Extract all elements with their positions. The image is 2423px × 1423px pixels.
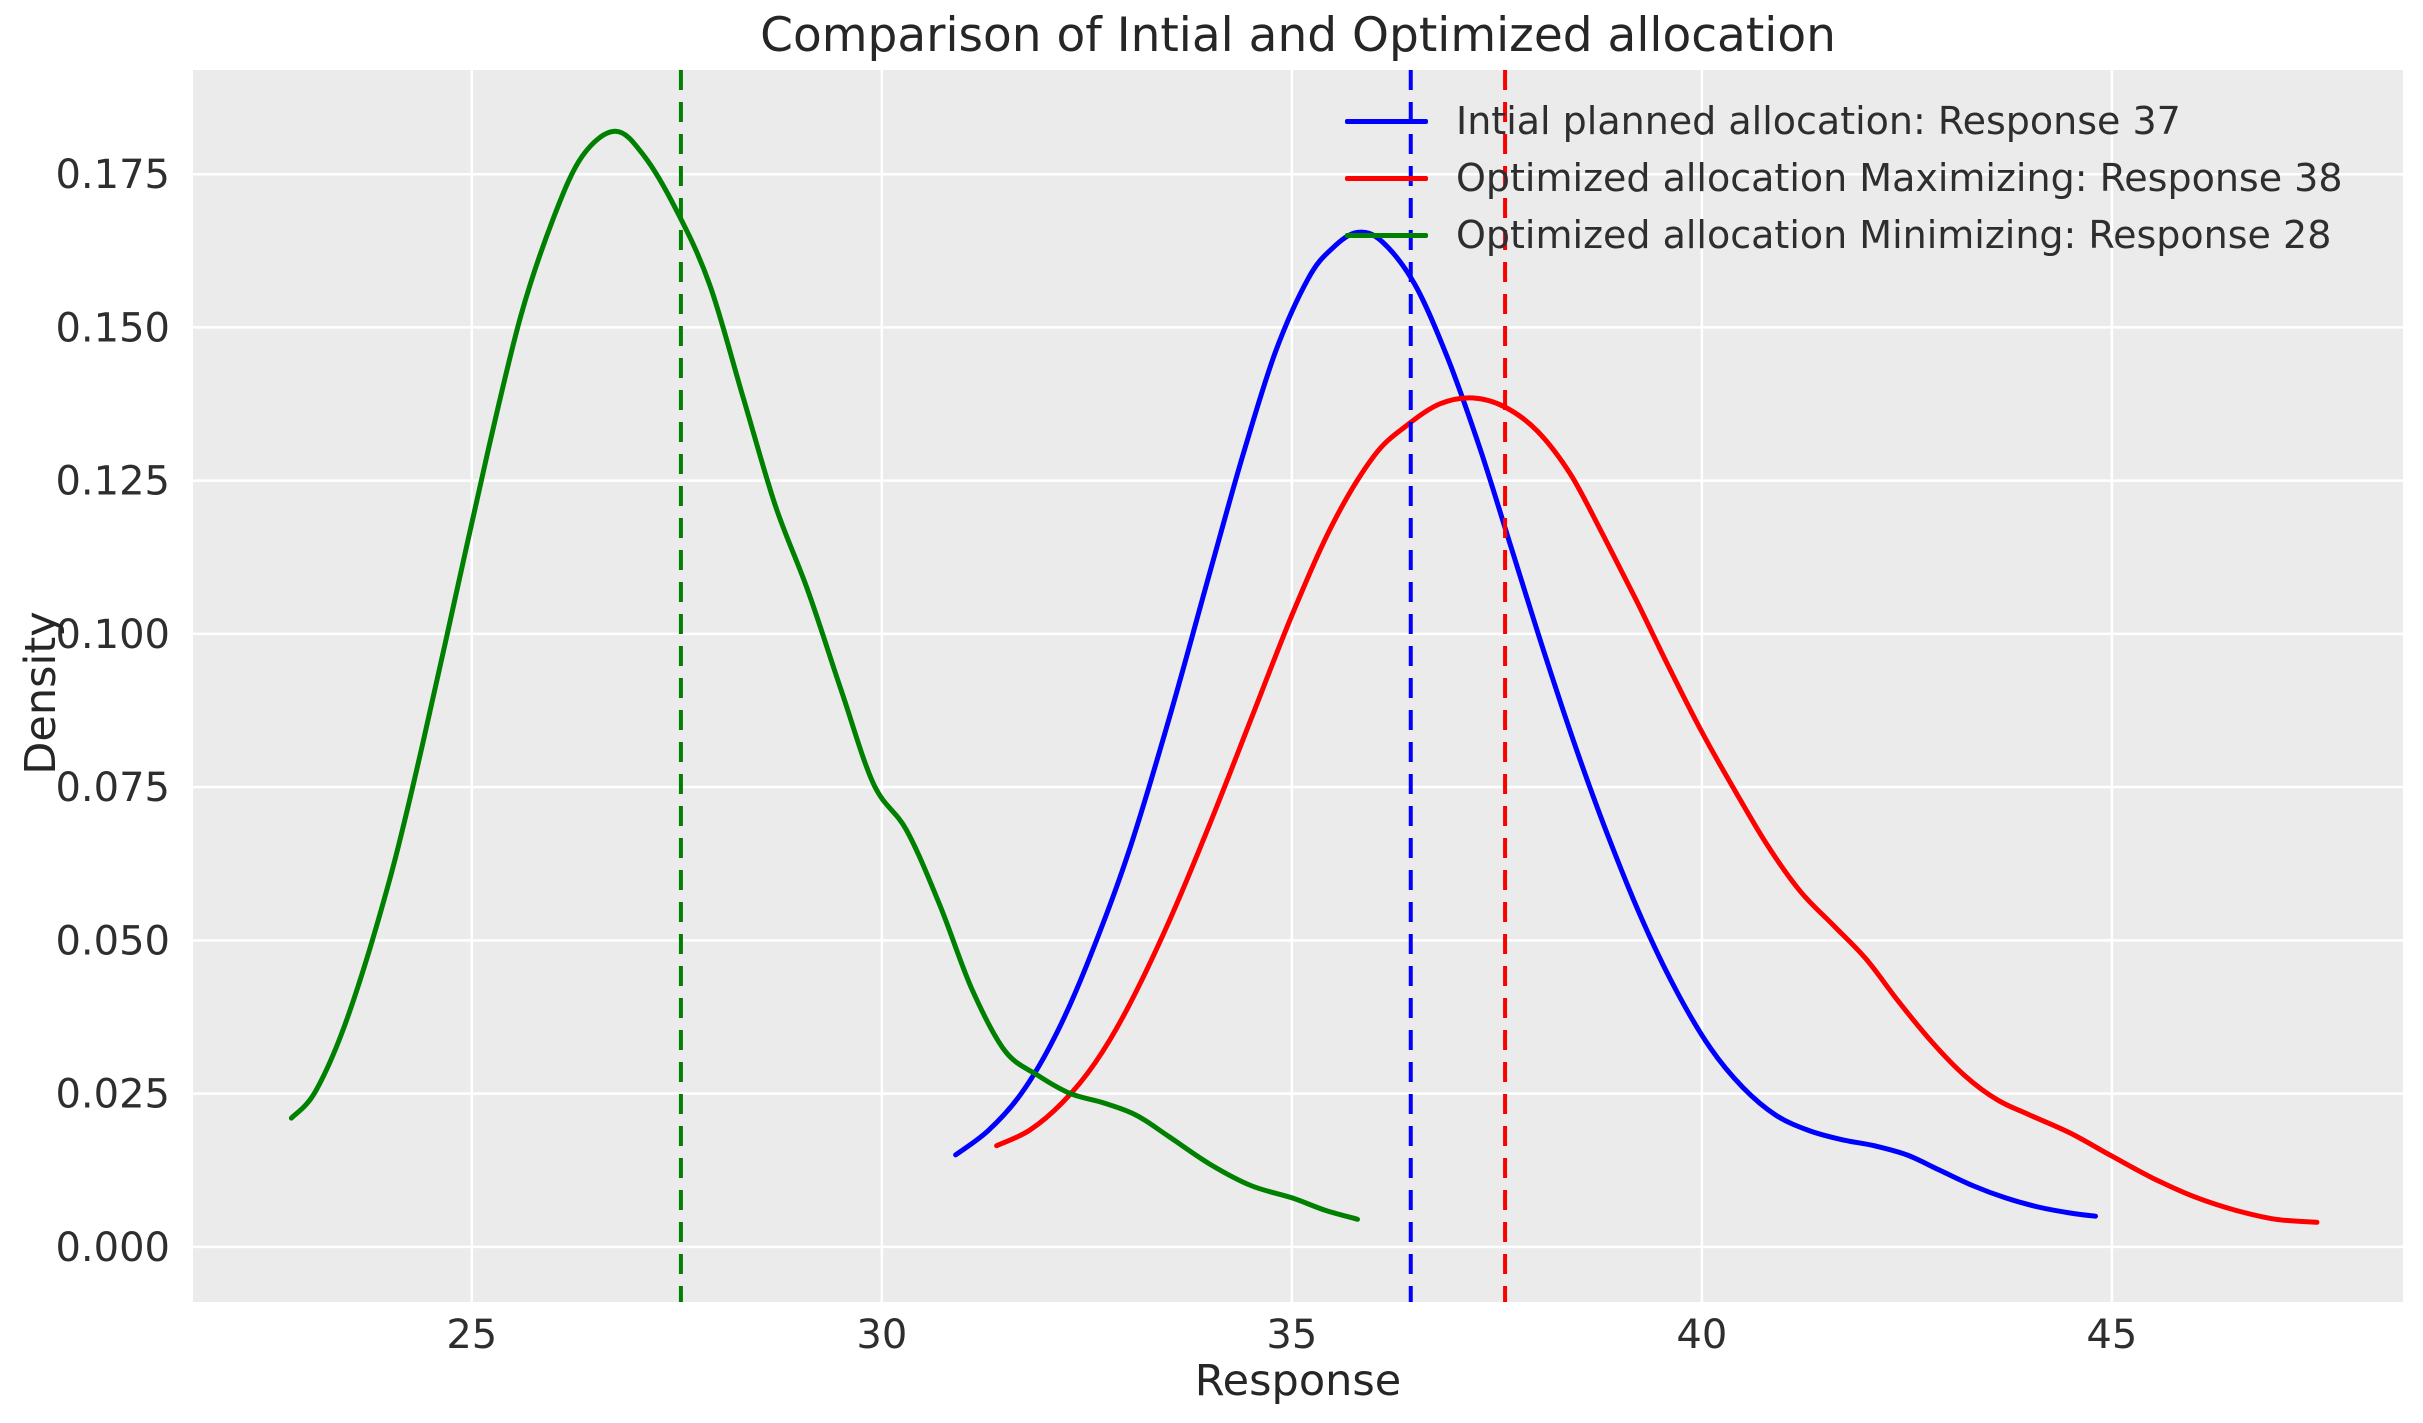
y-tick-label-0.125: 0.125 [55, 459, 170, 505]
x-tick-label-40: 40 [1676, 1312, 1727, 1358]
legend-item-optimized-allocation-maximizing-response-38: Optimized allocation Maximizing: Respons… [1345, 154, 2343, 202]
y-tick-label-0.050: 0.050 [55, 918, 170, 964]
y-tick-label-0.175: 0.175 [55, 152, 170, 198]
chart-title: Comparison of Intial and Optimized alloc… [760, 8, 1836, 63]
density-curve-intial-planned-allocation-response-37 [953, 229, 2098, 1219]
density-curve-optimized-allocation-maximizing-response-38 [994, 395, 2320, 1225]
density-curve-optimized-allocation-minimizing-response-28 [288, 128, 1360, 1222]
x-axis-label: Response [1194, 1356, 1402, 1406]
x-tick-label-45: 45 [2086, 1312, 2137, 1358]
legend-label: Optimized allocation Maximizing: Respons… [1456, 156, 2343, 200]
y-tick-label-0.000: 0.000 [55, 1225, 170, 1271]
legend: Intial planned allocation: Response 37 Op… [1345, 97, 2343, 268]
legend-item-optimized-allocation-minimizing-response-28: Optimized allocation Minimizing: Respons… [1345, 211, 2343, 259]
y-tick-label-0.025: 0.025 [55, 1072, 170, 1118]
plot-background [193, 70, 2403, 1302]
y-tick-label-0.150: 0.150 [55, 305, 170, 351]
legend-line-sample [1345, 175, 1428, 181]
y-axis-label: Density [16, 611, 66, 775]
x-tick-label-35: 35 [1266, 1312, 1317, 1358]
legend-label: Intial planned allocation: Response 37 [1456, 99, 2181, 143]
x-tick-label-30: 30 [856, 1312, 907, 1358]
y-tick-label-0.075: 0.075 [55, 765, 170, 811]
legend-line-sample [1345, 232, 1428, 238]
legend-line-sample [1345, 118, 1428, 124]
legend-label: Optimized allocation Minimizing: Respons… [1456, 213, 2332, 257]
legend-item-intial-planned-allocation-response-37: Intial planned allocation: Response 37 [1345, 97, 2343, 145]
x-tick-label-25: 25 [446, 1312, 497, 1358]
y-tick-label-0.100: 0.100 [55, 612, 170, 658]
